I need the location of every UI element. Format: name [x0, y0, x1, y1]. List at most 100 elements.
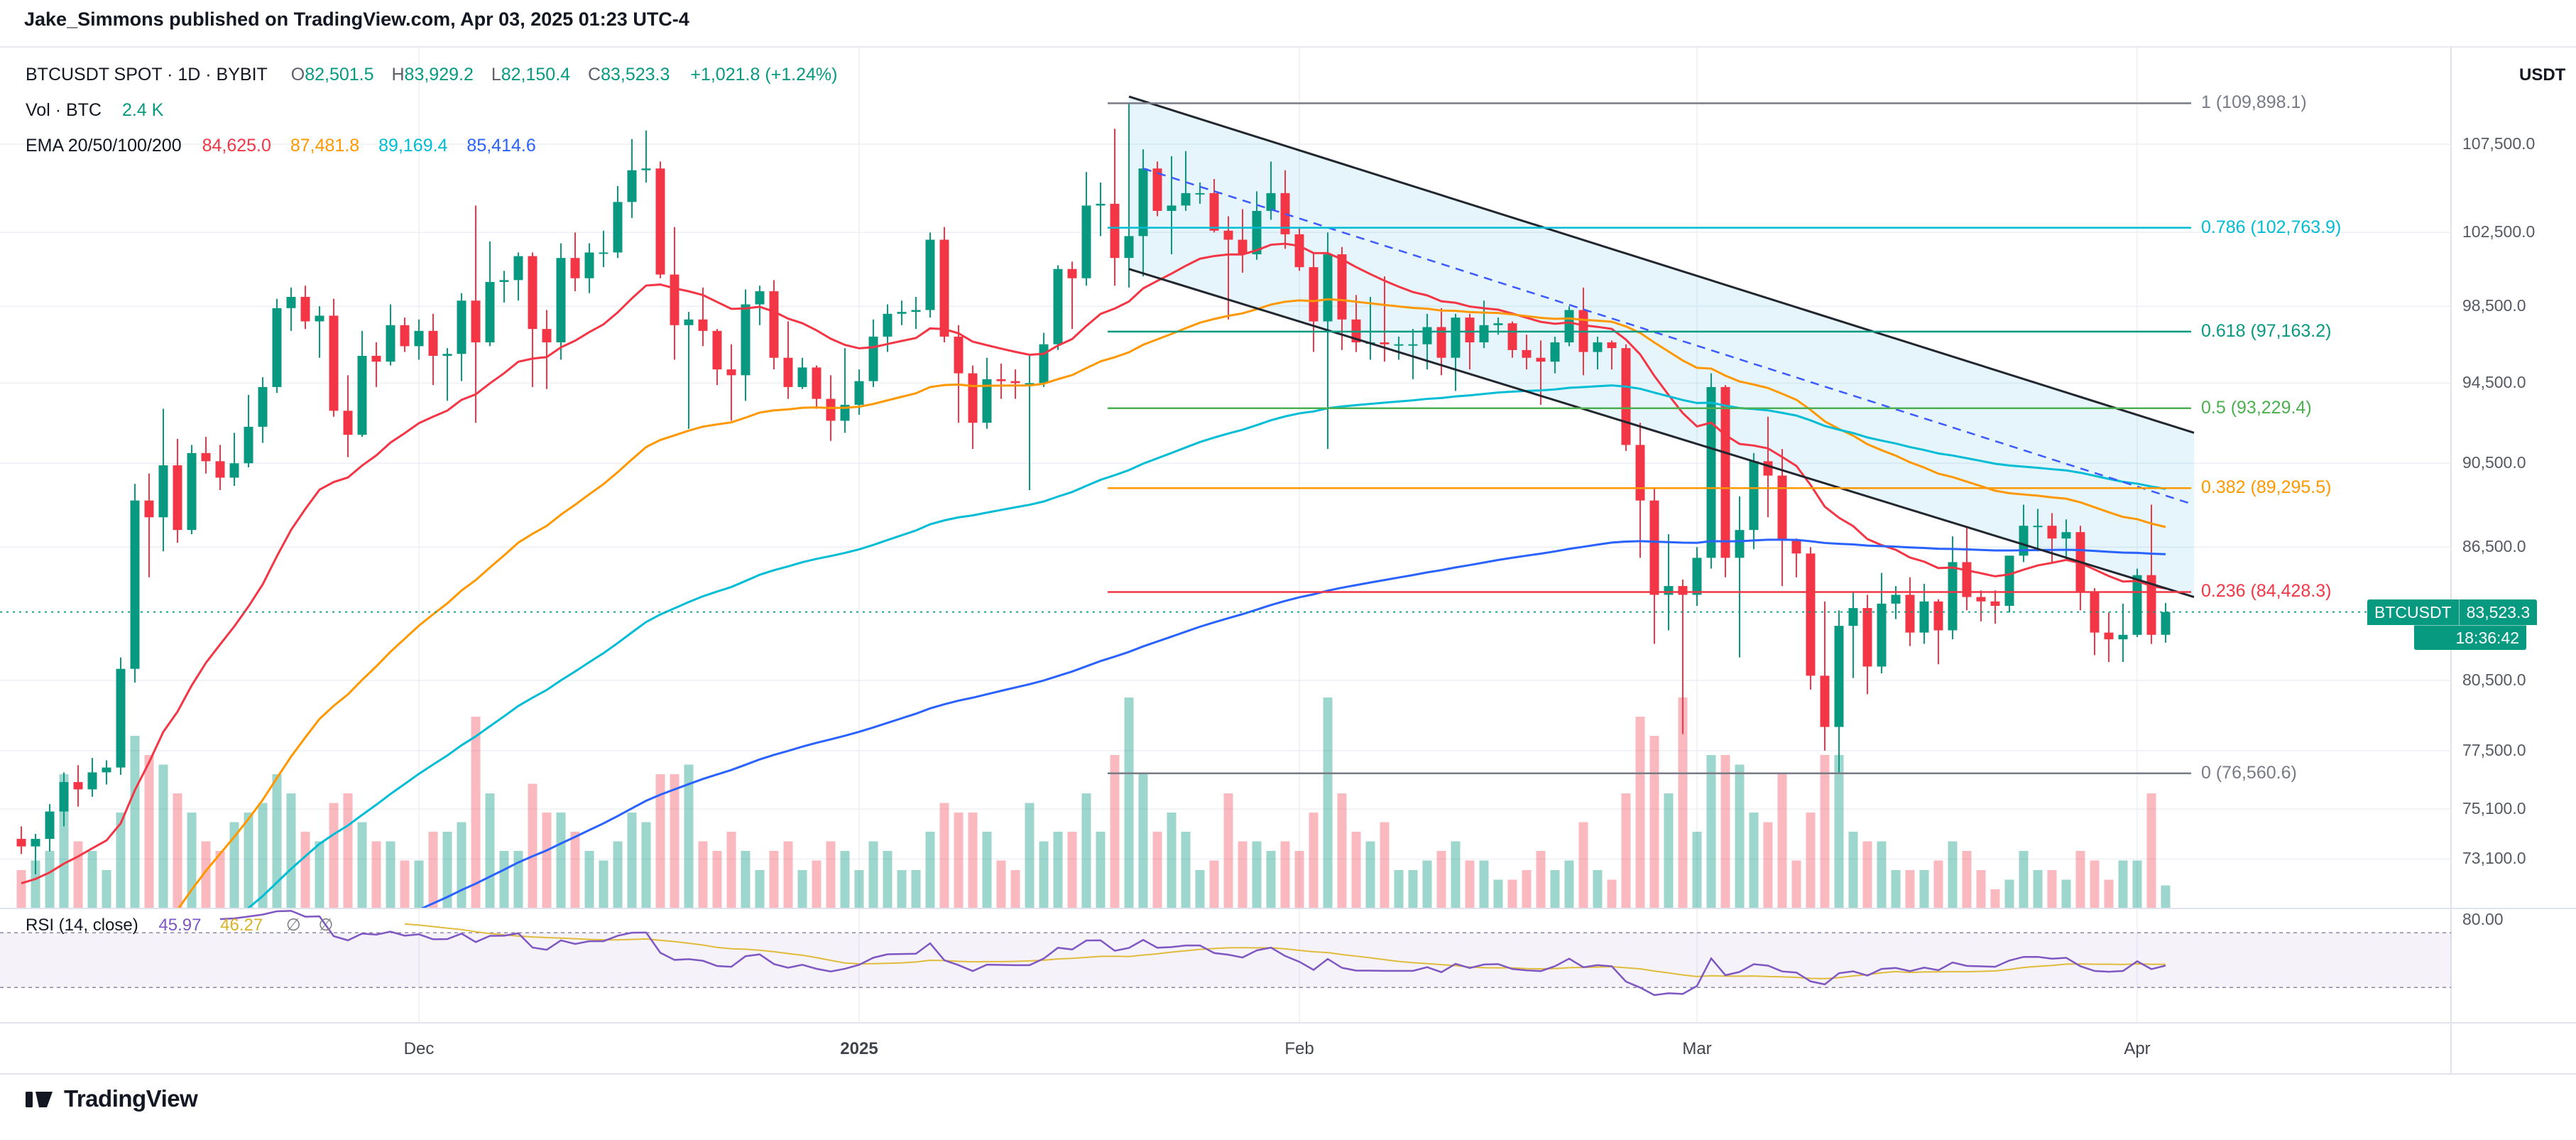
candle-body	[272, 308, 282, 387]
candle-body	[1096, 203, 1106, 206]
volume-bar	[1138, 774, 1148, 908]
volume-legend-row[interactable]: Vol · BTC 2.4 K	[26, 92, 850, 128]
volume-value: 2.4 K	[121, 100, 164, 120]
candle-body	[584, 252, 594, 278]
symbol-legend-row[interactable]: BTCUSDT SPOT · 1D · BYBIT O82,501.5 H83,…	[26, 57, 850, 92]
candle-body	[414, 330, 424, 347]
volume-bar	[1394, 870, 1404, 908]
channel-median-line[interactable]	[1142, 168, 2195, 506]
tradingview-logo[interactable]: TradingView	[24, 1085, 198, 1112]
time-axis[interactable]: Dec 2025 Feb Mar Apr	[0, 1033, 2576, 1073]
volume-bar	[1493, 879, 1503, 908]
volume-bar	[1806, 813, 1816, 908]
candle-body	[343, 411, 353, 435]
volume-bar	[1152, 832, 1162, 908]
price-scale-currency[interactable]: USDT	[2519, 65, 2566, 85]
candle-body	[826, 398, 836, 421]
volume-bar	[471, 717, 481, 908]
grid	[0, 47, 2451, 1023]
candle-body	[1522, 349, 1532, 358]
volume-bar	[2004, 879, 2014, 908]
volume-bar	[73, 841, 83, 908]
volume-bar	[1422, 860, 1432, 908]
volume-bar	[1891, 870, 1901, 908]
change-value: +1,021.8 (+1.24%)	[690, 65, 838, 85]
ema-line-200	[419, 538, 2166, 908]
price-tick-label: 107,500.0	[2462, 134, 2536, 153]
volume-bar	[1919, 870, 1929, 908]
volume-bar	[897, 870, 907, 908]
candle-body	[1252, 210, 1262, 255]
volume-bar	[428, 832, 438, 908]
volume-bar	[215, 851, 225, 908]
high-value: 83,929.2	[404, 65, 474, 85]
volume-bar	[414, 860, 424, 908]
volume-bar	[1564, 860, 1574, 908]
volume-bar	[1649, 736, 1659, 908]
volume-bar	[968, 813, 978, 908]
candle-body	[1451, 317, 1461, 358]
candle-body	[400, 325, 410, 347]
volume-bar	[1337, 793, 1347, 908]
candle-body	[244, 426, 253, 464]
price-axis[interactable]: 107,500.0 102,500.0 98,500.0 94,500.0 90,500…	[2462, 0, 2575, 1140]
candle-body	[1294, 234, 1304, 268]
candle-body	[2061, 532, 2071, 539]
volume-bar	[1081, 793, 1091, 908]
volume-label: Vol · BTC	[26, 100, 102, 120]
volume-bar	[627, 813, 637, 908]
volume-bar	[1834, 755, 1844, 908]
candle-body	[1209, 192, 1219, 231]
volume-bar	[1962, 851, 1972, 908]
volume-bar	[1607, 879, 1617, 908]
candle-body	[897, 312, 907, 314]
rsi-value: 45.97	[158, 916, 202, 935]
volume-bar	[1578, 822, 1588, 908]
volume-bar	[655, 774, 665, 908]
volume-bar	[883, 851, 893, 908]
volume-bar	[300, 832, 310, 908]
rsi-pane[interactable]	[219, 910, 2166, 997]
ema-legend-row[interactable]: EMA 20/50/100/200 84,625.0 87,481.8 89,1…	[26, 128, 850, 163]
volume-bar	[2161, 885, 2171, 908]
candle-body	[1621, 348, 1631, 445]
price-tick-label: 94,500.0	[2462, 373, 2526, 392]
candle-body	[1820, 675, 1830, 727]
candle-body	[2033, 526, 2043, 528]
candle-body	[187, 452, 197, 531]
volume-bar	[2146, 793, 2156, 908]
price-badge-row: BTCUSDT 83,523.3	[2367, 599, 2538, 625]
candle-body	[1649, 500, 1659, 595]
volume-bar	[1294, 851, 1304, 908]
candle-body	[173, 465, 182, 531]
volume-bar	[16, 870, 26, 908]
volume-bar	[797, 870, 807, 908]
volume-bar	[1465, 860, 1475, 908]
channel-lower-line[interactable]	[1128, 268, 2195, 598]
channel-upper-line[interactable]	[1128, 95, 2195, 434]
candle-body	[2146, 575, 2156, 635]
candle-body	[1763, 461, 1773, 476]
time-tick-label: 2025	[840, 1039, 878, 1058]
volume-bar	[613, 841, 623, 908]
volume-bar	[2019, 851, 2029, 908]
candle-body	[1877, 603, 1887, 667]
volume-bar	[2075, 851, 2085, 908]
candle-body	[911, 310, 921, 313]
candle-body	[457, 300, 466, 354]
volume-bar	[670, 774, 680, 908]
volume-bar	[1905, 870, 1915, 908]
rsi-legend-row[interactable]: RSI (14, close) 45.97 46.27 ∅ ∅	[26, 913, 346, 938]
price-tick-label: 98,500.0	[2462, 296, 2526, 315]
volume-bar	[329, 803, 339, 908]
volume-bar	[1777, 774, 1787, 908]
candle-body	[2132, 575, 2142, 635]
candle-body	[641, 168, 651, 170]
time-tick-label: Dec	[403, 1039, 435, 1058]
candle-body	[1053, 268, 1063, 344]
rsi-ma-value: 46.27	[220, 916, 263, 935]
candle-body	[1564, 310, 1574, 343]
volume-bar	[684, 764, 694, 908]
